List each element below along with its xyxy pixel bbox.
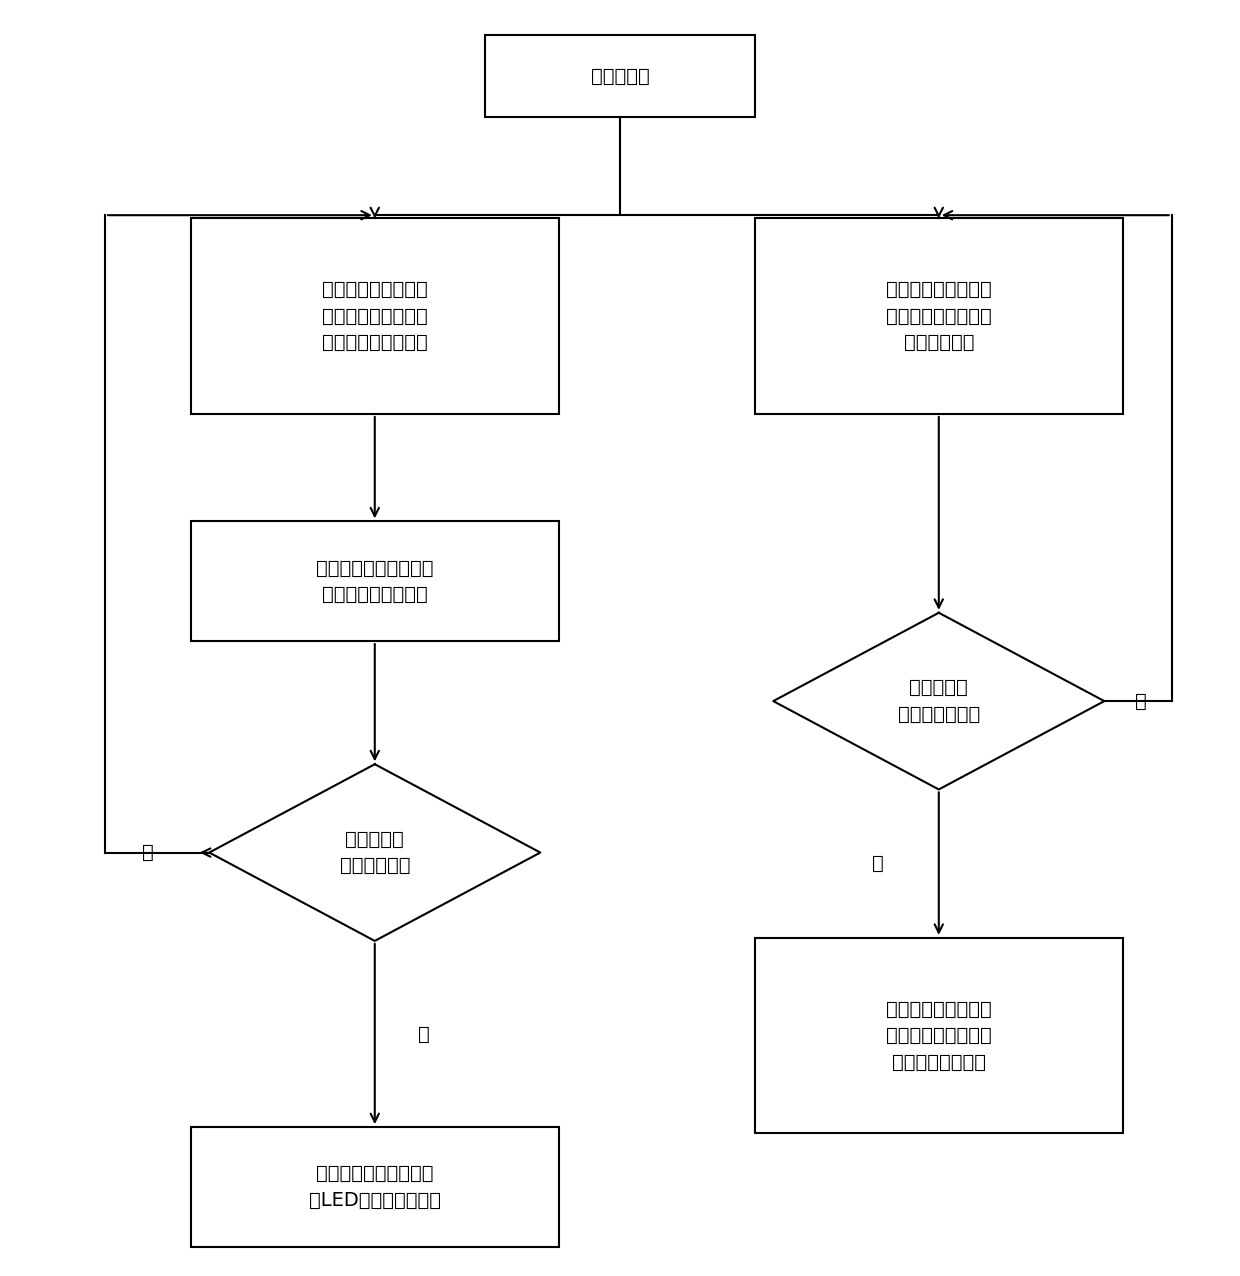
Text: 否: 否 [418, 1025, 430, 1044]
Text: 是: 是 [143, 843, 154, 863]
Text: 参数值是否
小于设定阈值: 参数值是否 小于设定阈值 [340, 829, 410, 875]
Polygon shape [774, 612, 1105, 790]
FancyBboxPatch shape [191, 522, 559, 641]
Text: 启动交通参数检测摄
像机，对各车道的交
通情况进行实时监测: 启动交通参数检测摄 像机，对各车道的交 通情况进行实时监测 [322, 281, 428, 352]
FancyBboxPatch shape [755, 218, 1122, 413]
FancyBboxPatch shape [485, 36, 755, 117]
Text: 是否抓拍到
违章或违法车辆: 是否抓拍到 违章或违法车辆 [898, 679, 980, 723]
Text: 系统初始化: 系统初始化 [590, 66, 650, 85]
FancyBboxPatch shape [191, 1127, 559, 1247]
Text: 违法车辆提示牌对抓
拍的违章或违法车辆
号牌信息进行显示: 违法车辆提示牌对抓 拍的违章或违法车辆 号牌信息进行显示 [885, 999, 992, 1072]
FancyBboxPatch shape [191, 218, 559, 413]
Text: 是: 是 [872, 854, 883, 873]
Text: 核心控制器运行相应的
模型，计算交通参数: 核心控制器运行相应的 模型，计算交通参数 [316, 559, 434, 604]
Text: 控制可变车道控制器更
改LED可变车道指示灯: 控制可变车道控制器更 改LED可变车道指示灯 [309, 1164, 440, 1210]
Text: 否: 否 [1136, 692, 1147, 711]
FancyBboxPatch shape [755, 938, 1122, 1133]
Polygon shape [210, 764, 541, 940]
Text: 启动高清监控抓拍摄
像机，实时抓拍车辆
交通违章行为: 启动高清监控抓拍摄 像机，实时抓拍车辆 交通违章行为 [885, 281, 992, 352]
